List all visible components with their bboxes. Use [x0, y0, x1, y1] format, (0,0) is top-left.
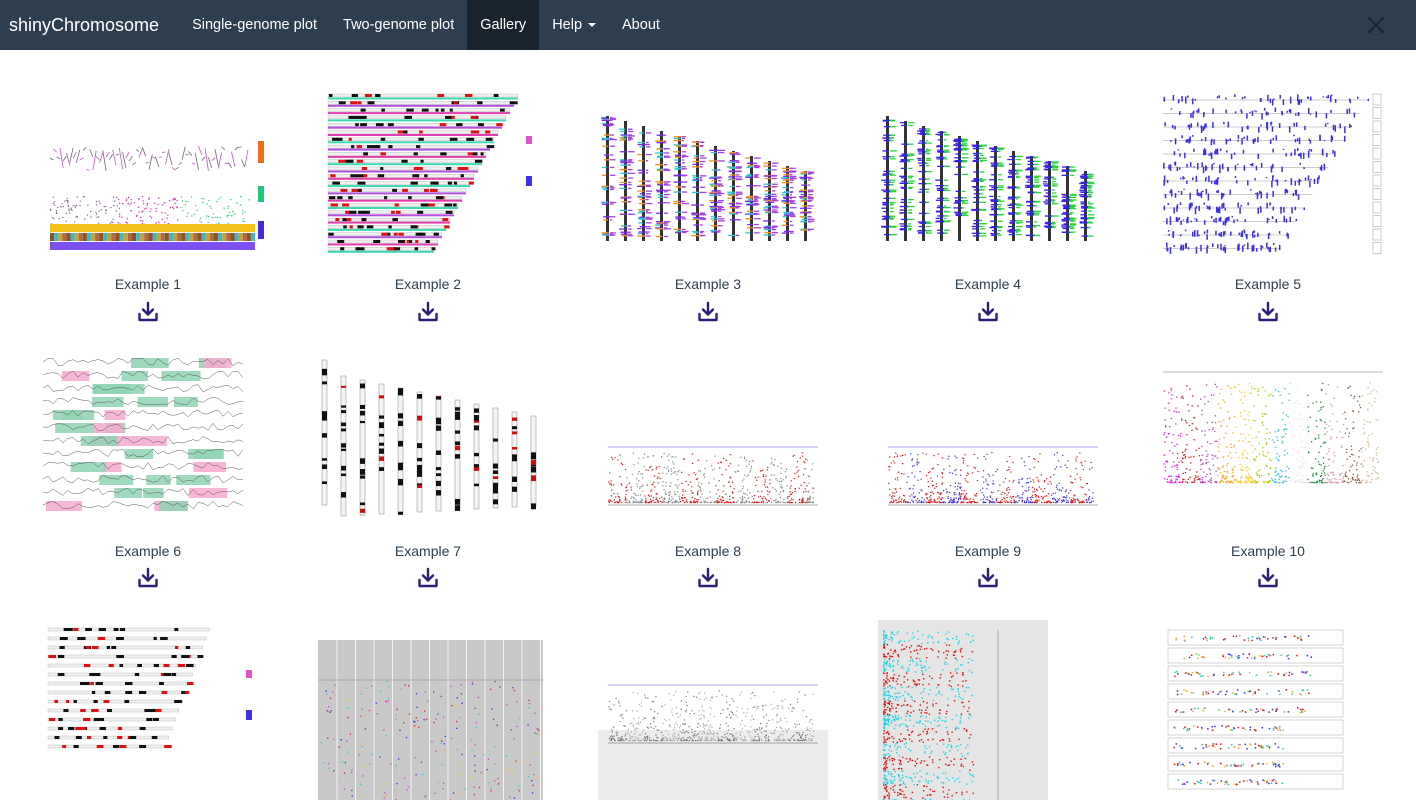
example-plot-image: [28, 352, 268, 532]
example-caption: Example 9: [868, 543, 1108, 559]
download-icon[interactable]: [977, 301, 999, 323]
example-plot-image: [28, 620, 268, 800]
example-thumbnail[interactable]: [1148, 620, 1388, 800]
example-plot-image: [868, 620, 1108, 800]
example-plot-image: [28, 86, 268, 266]
gallery-card: [308, 620, 548, 800]
example-caption: Example 7: [308, 543, 548, 559]
example-plot-image: [1148, 620, 1388, 800]
example-plot-image: [1148, 352, 1388, 532]
download-icon[interactable]: [1257, 301, 1279, 323]
example-plot-image: [588, 352, 828, 532]
gallery-card: [1148, 620, 1388, 800]
example-plot-image: [588, 86, 828, 266]
download-icon[interactable]: [417, 301, 439, 323]
app-brand[interactable]: shinyChromosome: [0, 15, 167, 36]
download-icon[interactable]: [977, 567, 999, 589]
example-caption: Example 3: [588, 276, 828, 292]
nav-single-genome[interactable]: Single-genome plot: [179, 0, 330, 50]
example-plot-image: [308, 352, 548, 532]
example-caption: Example 6: [28, 543, 268, 559]
gallery-card: Example 9: [868, 352, 1108, 602]
top-navbar: shinyChromosome Single-genome plot Two-g…: [0, 0, 1416, 50]
example-thumbnail[interactable]: [588, 352, 828, 532]
example-plot-image: [588, 620, 828, 800]
gallery-card: [28, 620, 268, 800]
example-thumbnail[interactable]: [868, 352, 1108, 532]
nav-gallery-label: Gallery: [480, 17, 526, 33]
example-thumbnail[interactable]: [308, 352, 548, 532]
gallery-card: Example 5: [1148, 86, 1388, 336]
download-icon[interactable]: [417, 567, 439, 589]
nav-gallery[interactable]: Gallery: [467, 0, 539, 50]
example-thumbnail[interactable]: [868, 86, 1108, 266]
gallery-card: [588, 620, 828, 800]
example-plot-image: [868, 86, 1108, 266]
download-icon[interactable]: [137, 301, 159, 323]
example-thumbnail[interactable]: [1148, 86, 1388, 266]
example-thumbnail[interactable]: [308, 86, 548, 266]
download-icon[interactable]: [137, 567, 159, 589]
gallery-grid: Example 1 Example 2 Example 3 Example 4 Exam…: [0, 50, 1416, 798]
gallery-card: [868, 620, 1108, 800]
example-thumbnail[interactable]: [588, 86, 828, 266]
example-plot-image: [1148, 86, 1388, 266]
gallery-card: Example 6: [28, 352, 268, 602]
download-icon[interactable]: [697, 567, 719, 589]
example-thumbnail[interactable]: [868, 620, 1108, 800]
gallery-card: Example 8: [588, 352, 828, 602]
example-plot-image: [868, 352, 1108, 532]
download-icon[interactable]: [1257, 567, 1279, 589]
nav-two-genome-label: Two-genome plot: [343, 17, 454, 33]
example-caption: Example 1: [28, 276, 268, 292]
example-plot-image: [308, 86, 548, 266]
example-caption: Example 2: [308, 276, 548, 292]
nav-single-genome-label: Single-genome plot: [192, 17, 317, 33]
nav-two-genome[interactable]: Two-genome plot: [330, 0, 467, 50]
gallery-card: Example 10: [1148, 352, 1388, 602]
example-thumbnail[interactable]: [28, 620, 268, 800]
example-caption: Example 4: [868, 276, 1108, 292]
example-thumbnail[interactable]: [308, 620, 548, 800]
nav-help-label: Help: [552, 17, 582, 33]
gallery-card: Example 1: [28, 86, 268, 336]
close-icon[interactable]: [1366, 15, 1386, 35]
gallery-card: Example 4: [868, 86, 1108, 336]
download-icon[interactable]: [697, 301, 719, 323]
example-caption: Example 8: [588, 543, 828, 559]
example-caption: Example 10: [1148, 543, 1388, 559]
nav-about-label: About: [622, 17, 660, 33]
example-plot-image: [308, 620, 548, 800]
caret-down-icon: [588, 23, 596, 27]
nav-help-dropdown[interactable]: Help: [539, 0, 609, 50]
example-thumbnail[interactable]: [588, 620, 828, 800]
gallery-card: Example 2: [308, 86, 548, 336]
gallery-card: Example 3: [588, 86, 828, 336]
example-thumbnail[interactable]: [28, 352, 268, 532]
example-thumbnail[interactable]: [28, 86, 268, 266]
example-caption: Example 5: [1148, 276, 1388, 292]
gallery-card: Example 7: [308, 352, 548, 602]
example-thumbnail[interactable]: [1148, 352, 1388, 532]
nav-about[interactable]: About: [609, 0, 673, 50]
